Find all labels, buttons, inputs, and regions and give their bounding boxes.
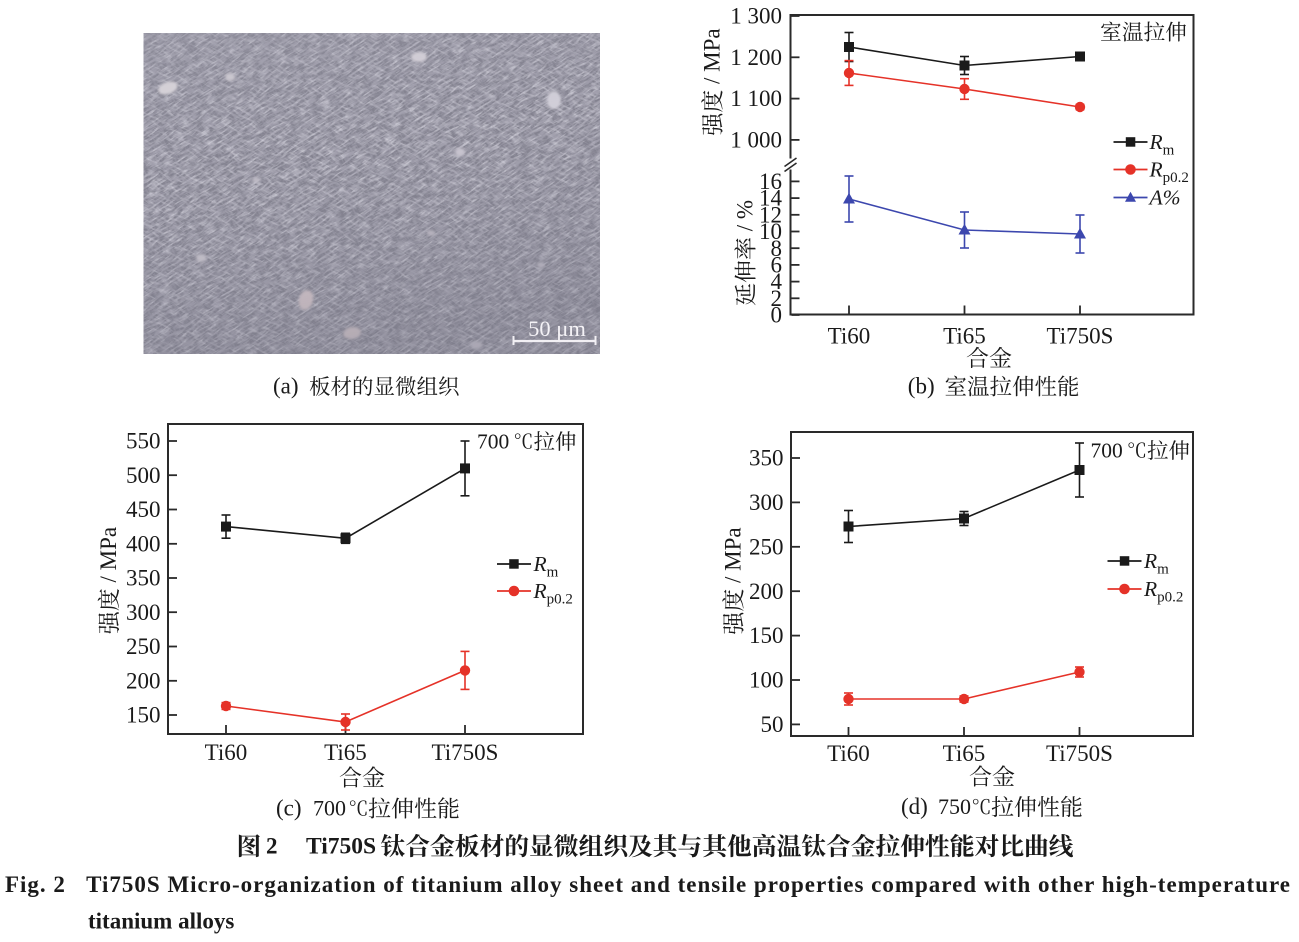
svg-text:50 μm: 50 μm	[528, 316, 586, 341]
svg-text:titanium alloys: titanium alloys	[88, 909, 234, 934]
svg-text:12: 12	[759, 202, 782, 227]
svg-text:400: 400	[126, 531, 161, 556]
svg-text:Ti750S: Ti750S	[1046, 741, 1113, 766]
svg-text:A%: A%	[1148, 186, 1181, 210]
svg-text:450: 450	[126, 497, 161, 522]
svg-text:2: 2	[266, 834, 278, 859]
svg-text:700: 700	[477, 429, 509, 453]
svg-text:150: 150	[749, 623, 784, 648]
svg-text:700: 700	[313, 796, 346, 821]
svg-text:550: 550	[126, 429, 161, 454]
svg-text:8: 8	[771, 236, 783, 261]
svg-text:500: 500	[126, 463, 161, 488]
svg-text:0: 0	[771, 303, 783, 328]
svg-text:750: 750	[938, 794, 971, 819]
svg-text:/ %: / %	[733, 200, 758, 237]
svg-text:Fig. 2 Ti750S Micro-organiza: Fig. 2 Ti750S Micro-organization of tita…	[5, 872, 1290, 897]
svg-text:16: 16	[759, 169, 782, 194]
svg-text:Ti750S: Ti750S	[1047, 324, 1114, 349]
svg-text:Ti750S: Ti750S	[306, 834, 376, 860]
svg-text:200: 200	[126, 668, 161, 693]
svg-text:(b): (b)	[908, 374, 935, 399]
svg-text:250: 250	[126, 634, 161, 659]
svg-text:300: 300	[749, 490, 784, 515]
svg-text:/ MPa: / MPa	[721, 527, 746, 588]
svg-text:300: 300	[126, 600, 161, 625]
svg-text:Ti750S: Ti750S	[432, 740, 499, 765]
svg-text:1 100: 1 100	[730, 86, 782, 111]
svg-text:/ MPa: / MPa	[96, 527, 121, 588]
svg-text:Ti65: Ti65	[943, 741, 986, 766]
svg-text:Ti65: Ti65	[324, 740, 367, 765]
svg-text:250: 250	[749, 534, 784, 559]
svg-text:1 300: 1 300	[730, 4, 782, 29]
svg-text:Ti60: Ti60	[828, 324, 871, 349]
svg-text:1 000: 1 000	[730, 128, 782, 153]
svg-text:Ti65: Ti65	[943, 324, 986, 349]
svg-text:Ti60: Ti60	[827, 741, 870, 766]
svg-text:Ti60: Ti60	[205, 740, 248, 765]
svg-text:100: 100	[749, 668, 784, 693]
svg-text:350: 350	[749, 446, 784, 471]
svg-text:/ MPa: / MPa	[700, 28, 725, 89]
svg-text:4: 4	[771, 269, 783, 294]
svg-text:350: 350	[126, 566, 161, 591]
svg-text:10: 10	[759, 219, 782, 244]
svg-text:700: 700	[1091, 438, 1123, 462]
svg-text:6: 6	[771, 253, 783, 278]
svg-text:14: 14	[759, 186, 783, 211]
svg-text:(c): (c)	[276, 796, 302, 821]
svg-text:2: 2	[771, 286, 783, 311]
svg-text:(d): (d)	[901, 794, 928, 819]
svg-text:(a): (a)	[273, 374, 299, 399]
svg-text:50: 50	[761, 712, 784, 737]
svg-text:200: 200	[749, 579, 784, 604]
svg-text:1 200: 1 200	[730, 45, 782, 70]
svg-text:150: 150	[126, 703, 161, 728]
